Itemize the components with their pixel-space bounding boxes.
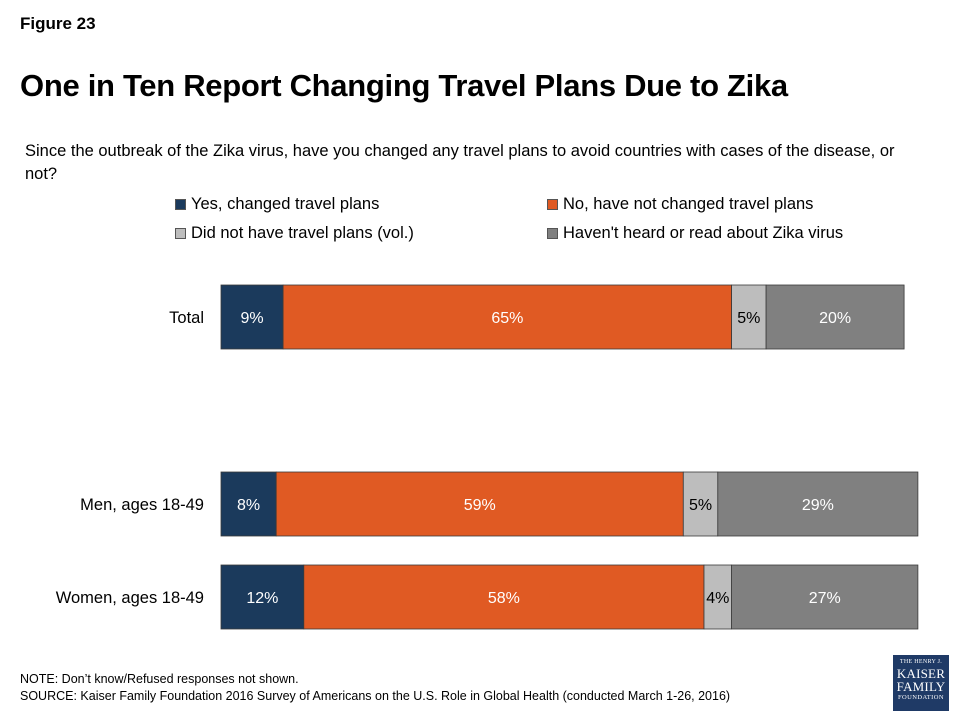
legend-label-no-plans: Did not have travel plans (vol.) bbox=[191, 224, 414, 242]
data-label-men-ages-18-49-series-3: 29% bbox=[802, 497, 834, 514]
data-label-women-ages-18-49-series-0: 12% bbox=[246, 590, 278, 607]
note-text: NOTE: Don’t know/Refused responses not s… bbox=[20, 672, 299, 686]
bar-men-ages-18-49-series-3 bbox=[717, 471, 919, 537]
data-label-total-series-3: 20% bbox=[819, 310, 851, 327]
footnote: NOTE: Don’t know/Refused responses not s… bbox=[20, 671, 730, 705]
legend-swatch-not-heard bbox=[547, 228, 558, 239]
bar-total-series-1 bbox=[282, 284, 733, 350]
data-label-women-ages-18-49-series-2: 4% bbox=[706, 590, 729, 607]
data-label-men-ages-18-49-series-0: 8% bbox=[237, 497, 260, 514]
legend-item-no-plans: Did not have travel plans (vol.) bbox=[175, 224, 414, 243]
legend-item-not-heard: Haven't heard or read about Zika virus bbox=[547, 224, 843, 243]
bar-men-ages-18-49-series-2 bbox=[682, 471, 719, 537]
data-label-total-series-1: 65% bbox=[491, 310, 523, 327]
bar-women-ages-18-49-series-3 bbox=[731, 564, 919, 630]
bar-total-series-0 bbox=[220, 284, 284, 350]
source-text: SOURCE: Kaiser Family Foundation 2016 Su… bbox=[20, 689, 731, 703]
legend-label-not-heard: Haven't heard or read about Zika virus bbox=[563, 224, 844, 242]
legend-swatch-no bbox=[547, 199, 558, 210]
data-label-total-series-0: 9% bbox=[240, 310, 263, 327]
category-label-total: Total bbox=[169, 309, 204, 327]
logo-line-3: FAMILY bbox=[896, 679, 946, 694]
survey-question: Since the outbreak of the Zika virus, ha… bbox=[25, 142, 895, 183]
bar-women-ages-18-49-series-1 bbox=[303, 564, 705, 630]
legend-item-no: No, have not changed travel plans bbox=[547, 195, 813, 214]
data-label-women-ages-18-49-series-3: 27% bbox=[809, 590, 841, 607]
kff-logo: THE HENRY J. KAISER FAMILY FOUNDATION bbox=[893, 655, 949, 711]
bar-total-series-3 bbox=[765, 284, 905, 350]
legend-label-no: No, have not changed travel plans bbox=[563, 195, 814, 213]
bar-men-ages-18-49-series-0 bbox=[220, 471, 277, 537]
page-title: One in Ten Report Changing Travel Plans … bbox=[20, 68, 788, 103]
data-label-women-ages-18-49-series-1: 58% bbox=[488, 590, 520, 607]
data-label-men-ages-18-49-series-2: 5% bbox=[689, 497, 712, 514]
legend-swatch-yes bbox=[175, 199, 186, 210]
bar-men-ages-18-49-series-1 bbox=[275, 471, 684, 537]
data-label-total-series-2: 5% bbox=[737, 310, 760, 327]
data-label-men-ages-18-49-series-1: 59% bbox=[464, 497, 496, 514]
bar-women-ages-18-49-series-0 bbox=[220, 564, 305, 630]
logo-line-1: THE HENRY J. bbox=[899, 659, 943, 665]
category-label-women-ages-18-49: Women, ages 18-49 bbox=[56, 589, 204, 607]
legend-item-yes: Yes, changed travel plans bbox=[175, 195, 379, 214]
logo-line-2: KAISER bbox=[896, 666, 946, 681]
figure-label: Figure 23 bbox=[20, 14, 96, 33]
legend-swatch-no-plans bbox=[175, 228, 186, 239]
category-label-men-ages-18-49: Men, ages 18-49 bbox=[80, 496, 204, 514]
legend-label-yes: Yes, changed travel plans bbox=[191, 195, 380, 213]
logo-line-4: FOUNDATION bbox=[898, 694, 944, 701]
